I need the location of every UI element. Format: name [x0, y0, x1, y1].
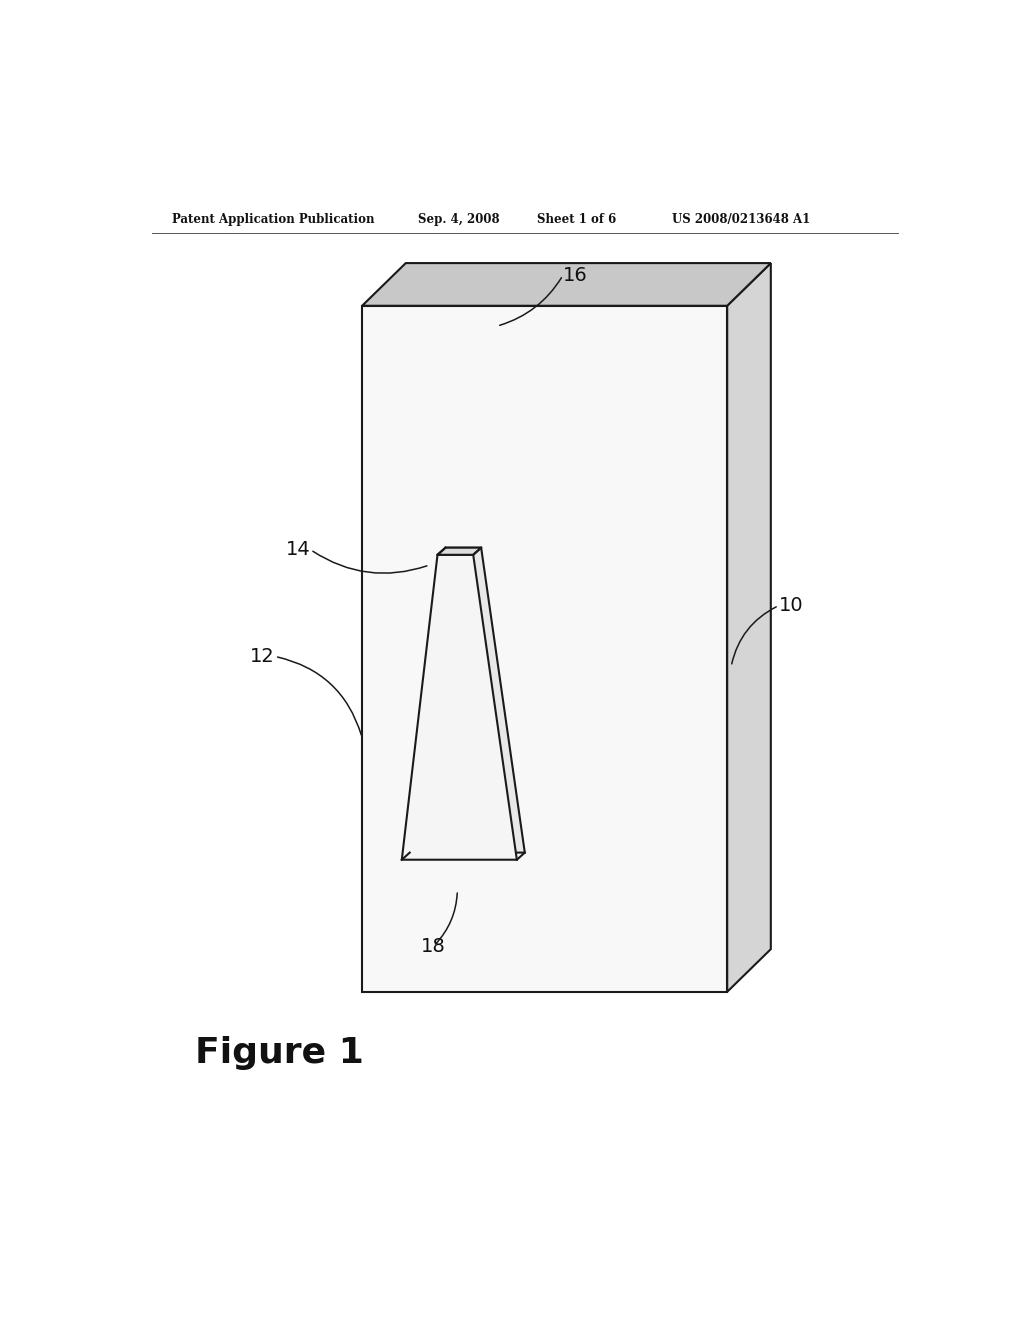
Polygon shape — [437, 548, 481, 554]
Text: US 2008/0213648 A1: US 2008/0213648 A1 — [672, 213, 810, 226]
Polygon shape — [727, 263, 771, 991]
Polygon shape — [410, 548, 524, 853]
Text: 14: 14 — [286, 540, 310, 560]
Text: 10: 10 — [778, 597, 804, 615]
Polygon shape — [362, 306, 727, 991]
Text: 16: 16 — [563, 265, 588, 285]
Polygon shape — [401, 554, 517, 859]
Text: Figure 1: Figure 1 — [196, 1036, 365, 1071]
Text: Patent Application Publication: Patent Application Publication — [172, 213, 374, 226]
Text: Sep. 4, 2008: Sep. 4, 2008 — [418, 213, 500, 226]
Text: Sheet 1 of 6: Sheet 1 of 6 — [537, 213, 616, 226]
Polygon shape — [362, 263, 771, 306]
Text: 12: 12 — [250, 647, 274, 665]
Text: 18: 18 — [421, 937, 445, 956]
